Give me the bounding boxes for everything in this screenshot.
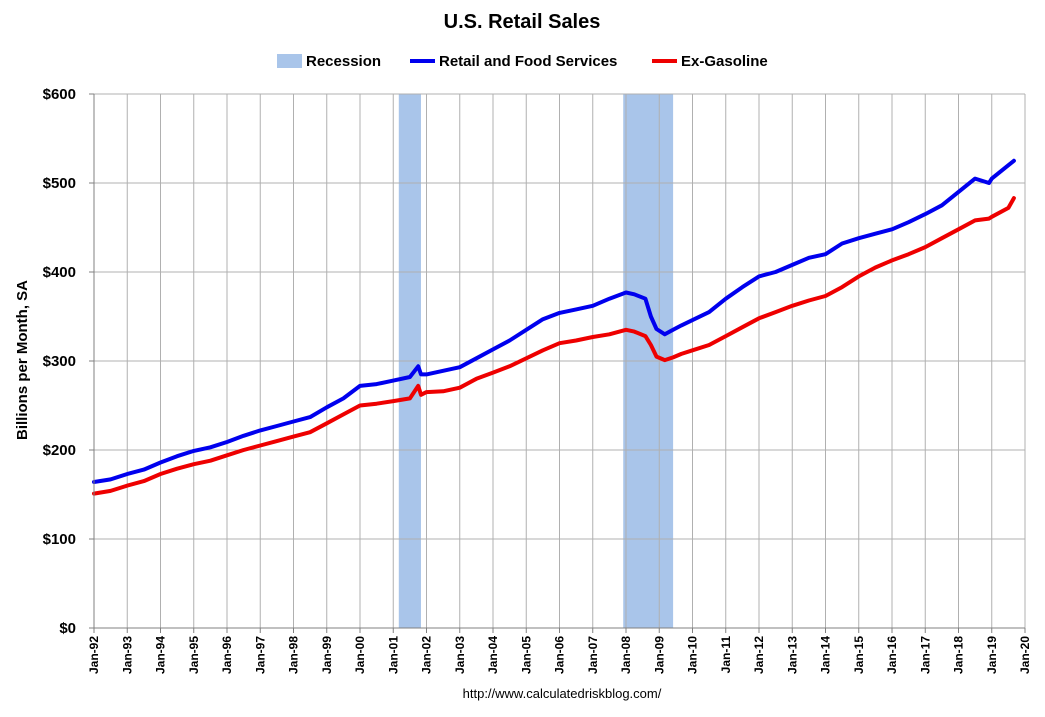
y-tick-label: $100 [43,531,76,548]
series-line-retail-and-food-services [92,158,1016,484]
x-tick-label: Jan-12 [752,636,766,674]
x-tick-label: Jan-96 [220,636,234,674]
x-tick-label: Jan-94 [154,636,168,674]
y-axis-ticks: $0 $100 $200 $300 $400 $500 $600 [43,86,94,637]
x-tick-label: Jan-04 [486,636,500,674]
x-tick-label: Jan-19 [985,636,999,674]
chart-legend: Recession Retail and Food Services Ex-Gaso… [277,53,768,70]
y-tick-label: $500 [43,175,76,192]
x-tick-label: Jan-17 [918,636,932,674]
x-tick-label: Jan-06 [553,636,567,674]
x-tick-label: Jan-05 [519,636,533,674]
x-tick-label: Jan-01 [386,636,400,674]
x-tick-label: Jan-02 [420,636,434,674]
x-tick-label: Jan-10 [686,636,700,674]
x-tick-label: Jan-08 [619,636,633,674]
source-url: http://www.calculatedriskblog.com/ [463,686,662,701]
legend-label: Recession [306,53,381,70]
x-tick-label: Jan-14 [819,636,833,674]
x-tick-label: Jan-92 [87,636,101,674]
x-tick-label: Jan-18 [952,636,966,674]
x-tick-label: Jan-97 [253,636,267,674]
y-tick-label: $300 [43,353,76,370]
y-tick-label: $400 [43,264,76,281]
x-tick-label: Jan-16 [885,636,899,674]
y-axis-label: Billions per Month, SA [14,280,31,440]
x-tick-label: Jan-98 [287,636,301,674]
legend-swatch-recession [277,54,302,68]
x-tick-label: Jan-93 [120,636,134,674]
x-tick-label: Jan-15 [852,636,866,674]
legend-label: Retail and Food Services [439,53,617,70]
x-tick-label: Jan-11 [719,636,733,674]
series-line-ex-gasoline [92,196,1016,496]
x-axis-ticks: Jan-92 Jan-93 Jan-94 Jan-95 Jan-96 Jan-97 Jan-… [87,628,1032,674]
x-tick-label: Jan-07 [586,636,600,674]
legend-label: Ex-Gasoline [681,53,768,70]
x-tick-label: Jan-20 [1018,636,1032,674]
series-lines [92,158,1016,496]
y-tick-label: $600 [43,86,76,103]
x-tick-label: Jan-13 [785,636,799,674]
chart-title: U.S. Retail Sales [444,11,601,33]
y-tick-label: $200 [43,442,76,459]
x-tick-label: Jan-00 [353,636,367,674]
x-tick-label: Jan-95 [187,636,201,674]
y-tick-label: $0 [59,620,76,637]
x-tick-label: Jan-99 [320,636,334,674]
x-tick-label: Jan-09 [652,636,666,674]
x-tick-label: Jan-03 [453,636,467,674]
